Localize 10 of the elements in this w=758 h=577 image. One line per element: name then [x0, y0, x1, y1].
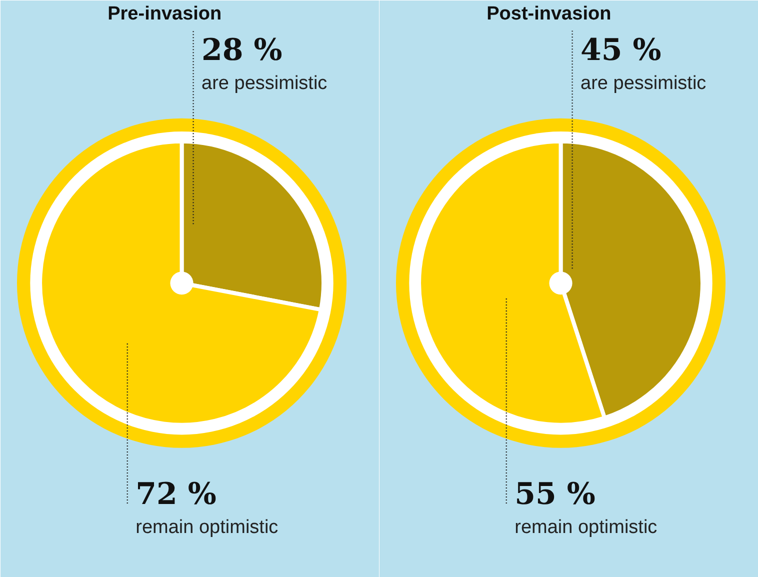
slice-label: remain optimistic	[514, 516, 658, 538]
chart-title: Post-invasion	[486, 3, 612, 24]
chart-title: Pre-invasion	[108, 3, 222, 24]
data-label: 45 %	[580, 32, 662, 68]
data-label: 28 %	[202, 32, 282, 68]
slice-label: remain optimistic	[136, 516, 278, 538]
data-label: 55 %	[514, 476, 596, 512]
slice-label: are pessimistic	[580, 72, 706, 94]
slice-label: are pessimistic	[202, 72, 328, 94]
data-label: 72 %	[136, 476, 216, 512]
